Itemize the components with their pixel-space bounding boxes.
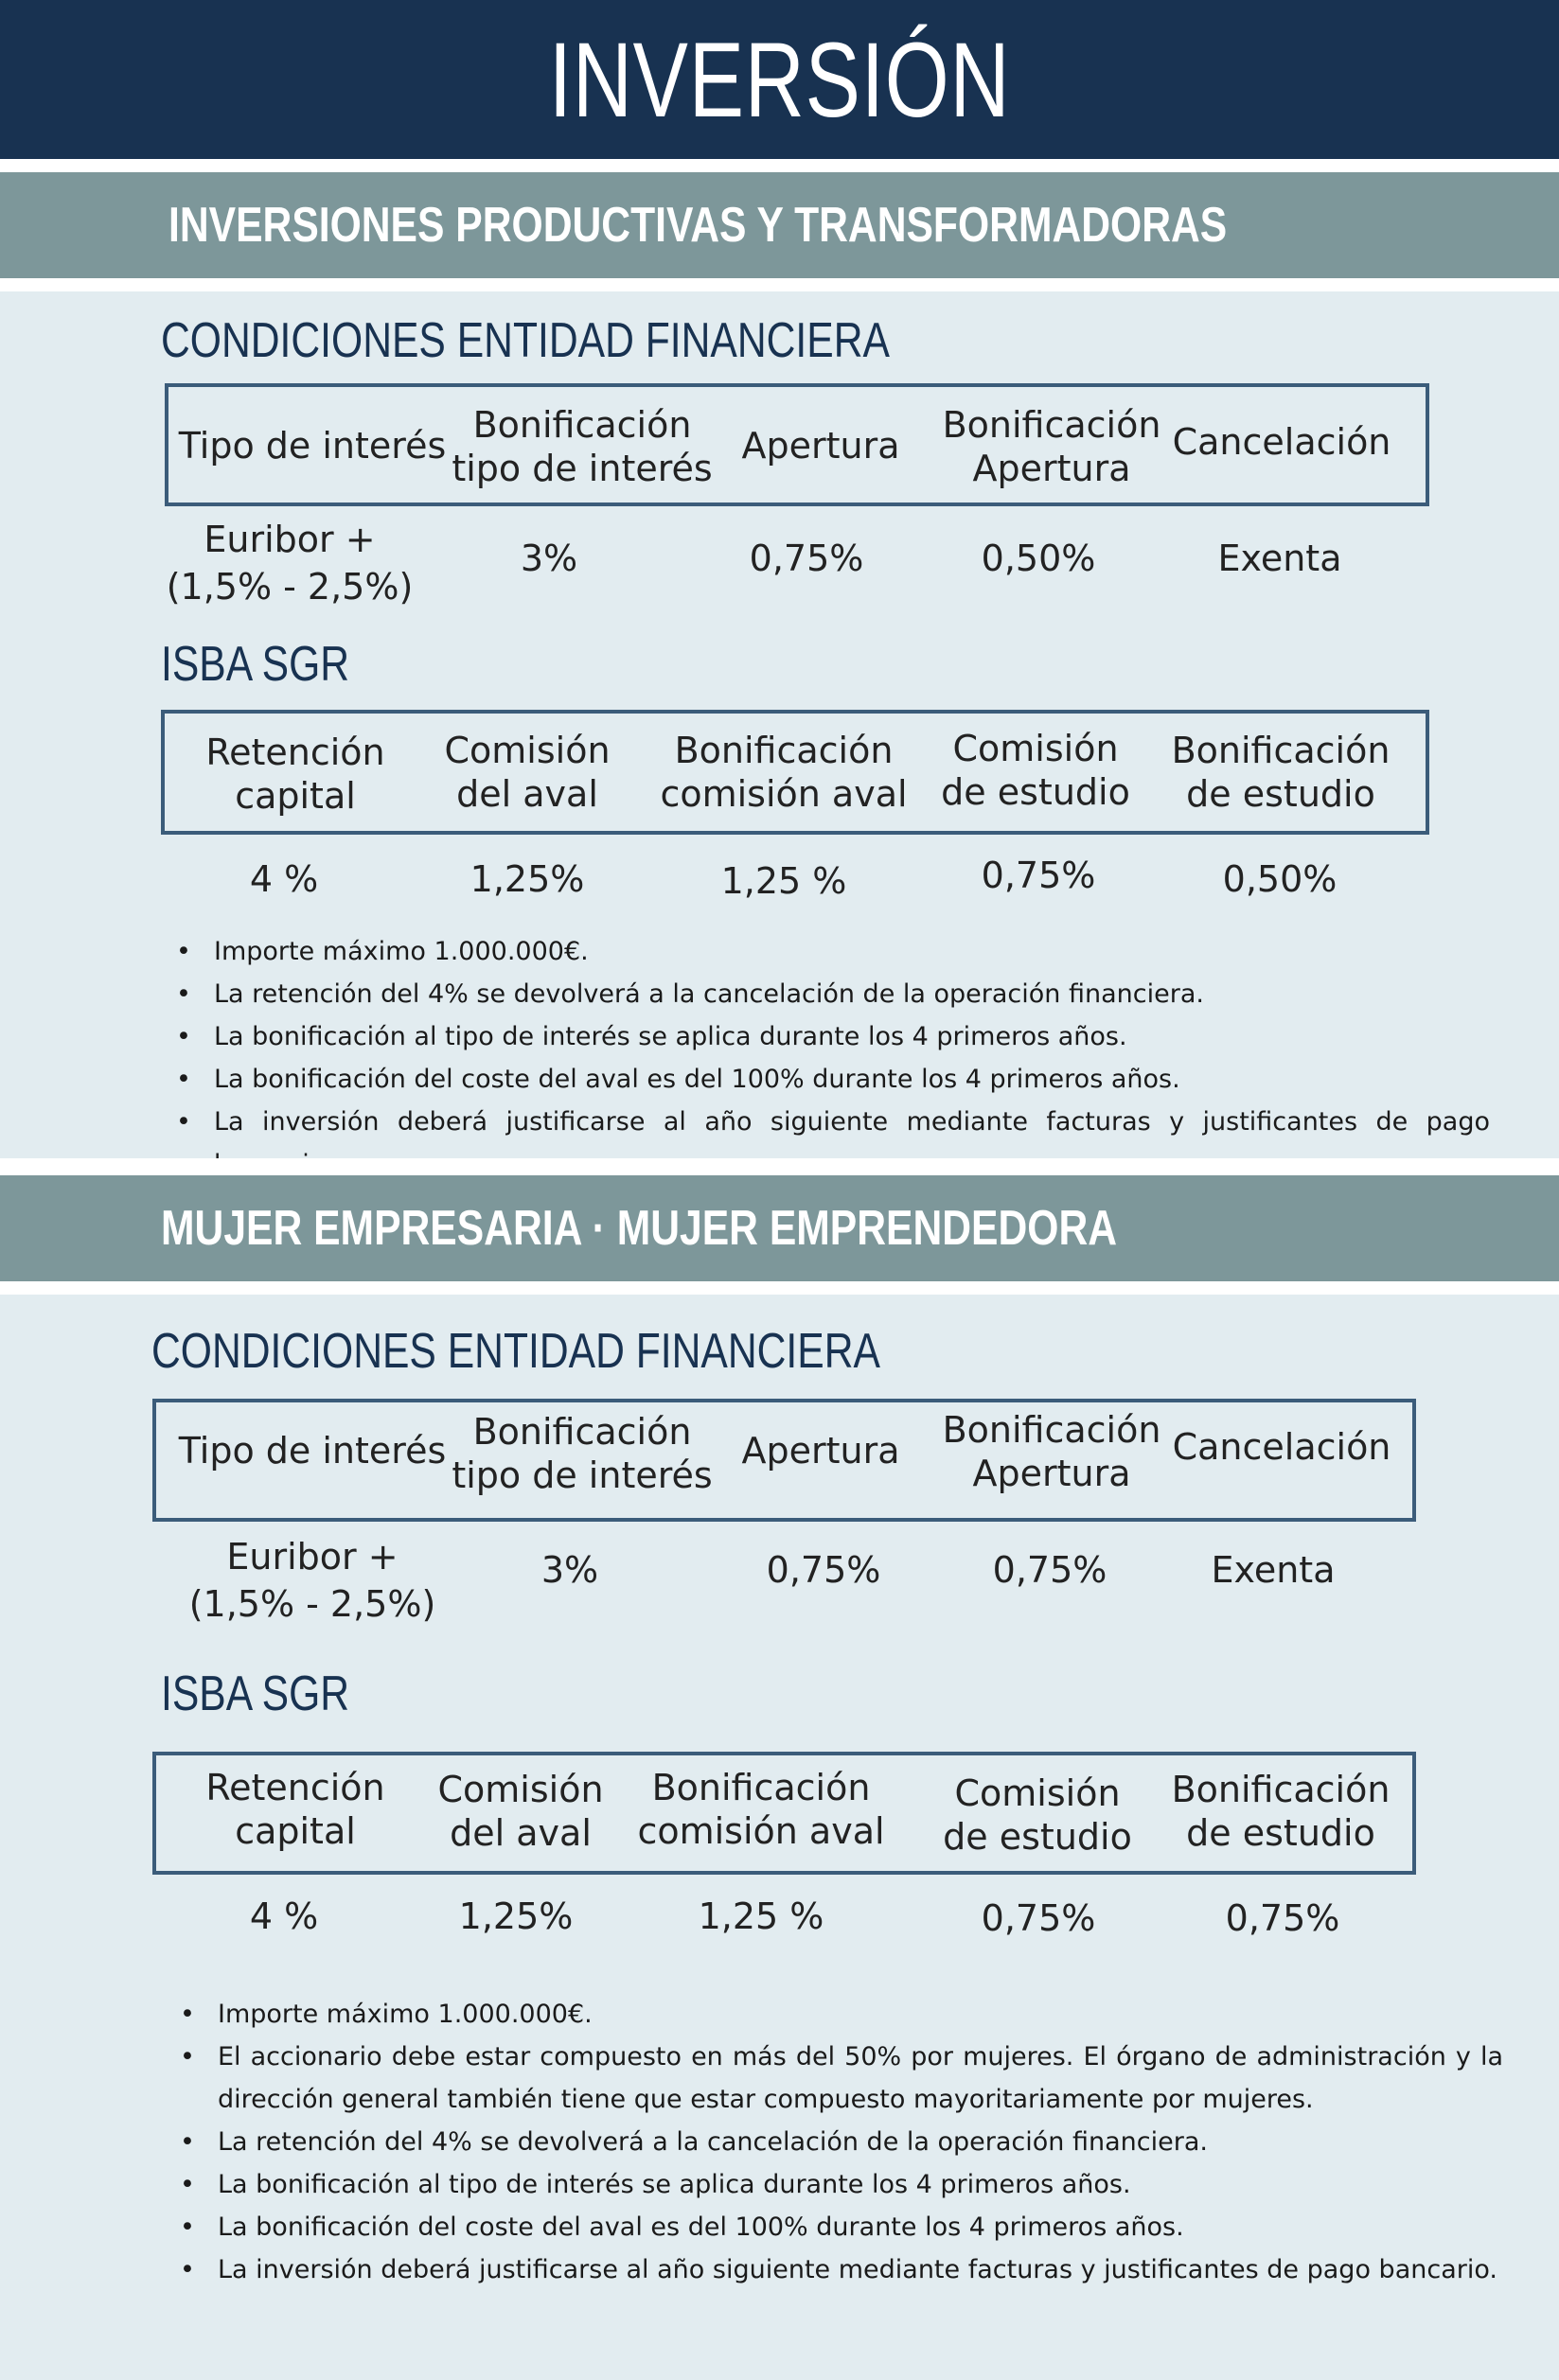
section-1-sgr-value-study-bonus: 0,50% [1222,858,1338,900]
section-2-sgr-header-study-bonus: Bonificación de estudio [1171,1769,1391,1854]
section-2-sgr-heading: ISBA SGR [161,1666,350,1721]
page-title: INVERSIÓN [548,20,1011,139]
list-item: La bonificación del coste del aval es de… [165,1058,1490,1101]
section-2-bank-value-interest: Euribor + (1,5% - 2,5%) [188,1536,436,1625]
section-2-sgr-header-retention: Retención capital [205,1767,385,1852]
section-2-sgr-header-study-fee: Comisión de estudio [943,1772,1132,1858]
section-1-bank-value-opening: 0,75% [749,538,864,579]
section-2-bank-header-cancellation: Cancelación [1172,1426,1391,1468]
section-1-notes: Importe máximo 1.000.000€. La retención … [165,930,1490,1186]
section-1-sgr-header-guarantee-bonus: Bonificación comisión aval [660,730,908,815]
section-2-sgr-header-box [152,1752,1416,1875]
section-2-header: MUJER EMPRESARIA · MUJER EMPRENDEDORA [0,1175,1559,1281]
section-2-bank-value-cancellation: Exenta [1211,1549,1336,1591]
section-2-notes: Importe máximo 1.000.000€. El accionario… [168,1993,1503,2291]
section-2-bank-header-interest: Tipo de interés [178,1430,447,1472]
section-1-bank-header-cancellation: Cancelación [1172,421,1391,463]
list-item: La bonificación del coste del aval es de… [168,2206,1503,2248]
section-2-title: MUJER EMPRESARIA · MUJER EMPRENDEDORA [161,1201,1118,1256]
section-2-bank-heading: CONDICIONES ENTIDAD FINANCIERA [151,1324,880,1379]
section-1-bank-value-interest-bonus: 3% [520,538,578,579]
page-header: INVERSIÓN [0,0,1559,159]
section-2-sgr-value-retention: 4 % [249,1895,319,1937]
section-2-sgr-header-guarantee-fee: Comisión del aval [437,1769,604,1854]
section-1-sgr-header-study-bonus: Bonificación de estudio [1171,730,1391,815]
section-1-sgr-header-retention: Retención capital [205,732,385,817]
section-1-bank-header-opening: Apertura [741,425,900,467]
section-2-sgr-value-guarantee-fee: 1,25% [458,1895,574,1937]
section-1-title: INVERSIONES PRODUCTIVAS Y TRANSFORMADORA… [168,198,1228,253]
section-2-sgr-value-guarantee-bonus: 1,25 % [698,1895,824,1937]
list-item: Importe máximo 1.000.000€. [168,1993,1503,2036]
section-2-bank-header-opening: Apertura [741,1430,900,1472]
section-1-bank-header-interest: Tipo de interés [178,425,447,467]
section-2-bank-header-interest-bonus: Bonificación tipo de interés [452,1411,713,1496]
section-2-bank-value-interest-bonus: 3% [540,1549,599,1591]
divider [0,1281,1559,1295]
section-1-sgr-header-study-fee: Comisión de estudio [941,728,1130,813]
divider [0,278,1559,291]
section-1-sgr-value-retention: 4 % [249,858,319,900]
section-2-bank-header-opening-bonus: Bonificación Apertura [942,1409,1161,1494]
section-2-sgr-header-guarantee-bonus: Bonificación comisión aval [637,1767,885,1852]
section-2-bank-header-box [152,1399,1416,1522]
section-1-sgr-header-box [161,710,1429,835]
list-item: La retención del 4% se devolverá a la ca… [165,973,1490,1015]
section-1-bank-value-interest: Euribor + (1,5% - 2,5%) [166,519,414,608]
section-1-bank-value-opening-bonus: 0,50% [981,538,1096,579]
section-1-bank-heading: CONDICIONES ENTIDAD FINANCIERA [161,313,890,368]
section-1-sgr-value-guarantee-fee: 1,25% [469,858,585,900]
section-2-bank-value-opening: 0,75% [766,1549,881,1591]
section-1-bank-header-opening-bonus: Bonificación Apertura [942,404,1161,489]
section-2-sgr-value-study-fee: 0,75% [981,1897,1096,1939]
section-1-sgr-value-guarantee-bonus: 1,25 % [720,860,847,902]
list-item: La bonificación al tipo de interés se ap… [165,1015,1490,1058]
section-1-header: INVERSIONES PRODUCTIVAS Y TRANSFORMADORA… [0,172,1559,278]
section-1-bank-header-box [165,383,1429,506]
section-1-sgr-value-study-fee: 0,75% [981,855,1096,896]
section-1-sgr-header-guarantee-fee: Comisión del aval [444,730,611,815]
section-2-sgr-value-study-bonus: 0,75% [1225,1897,1340,1939]
list-item: El accionario debe estar compuesto en má… [168,2036,1503,2121]
divider [0,159,1559,172]
section-1-bank-value-cancellation: Exenta [1217,538,1342,579]
list-item: La inversión deberá justificarse al año … [168,2248,1503,2291]
list-item: La retención del 4% se devolverá a la ca… [168,2121,1503,2163]
list-item: La bonificación al tipo de interés se ap… [168,2163,1503,2206]
section-1-bank-header-interest-bonus: Bonificación tipo de interés [452,404,713,489]
divider [0,1158,1559,1175]
section-1-sgr-heading: ISBA SGR [161,637,350,692]
list-item: Importe máximo 1.000.000€. [165,930,1490,973]
section-2-bank-value-opening-bonus: 0,75% [992,1549,1107,1591]
